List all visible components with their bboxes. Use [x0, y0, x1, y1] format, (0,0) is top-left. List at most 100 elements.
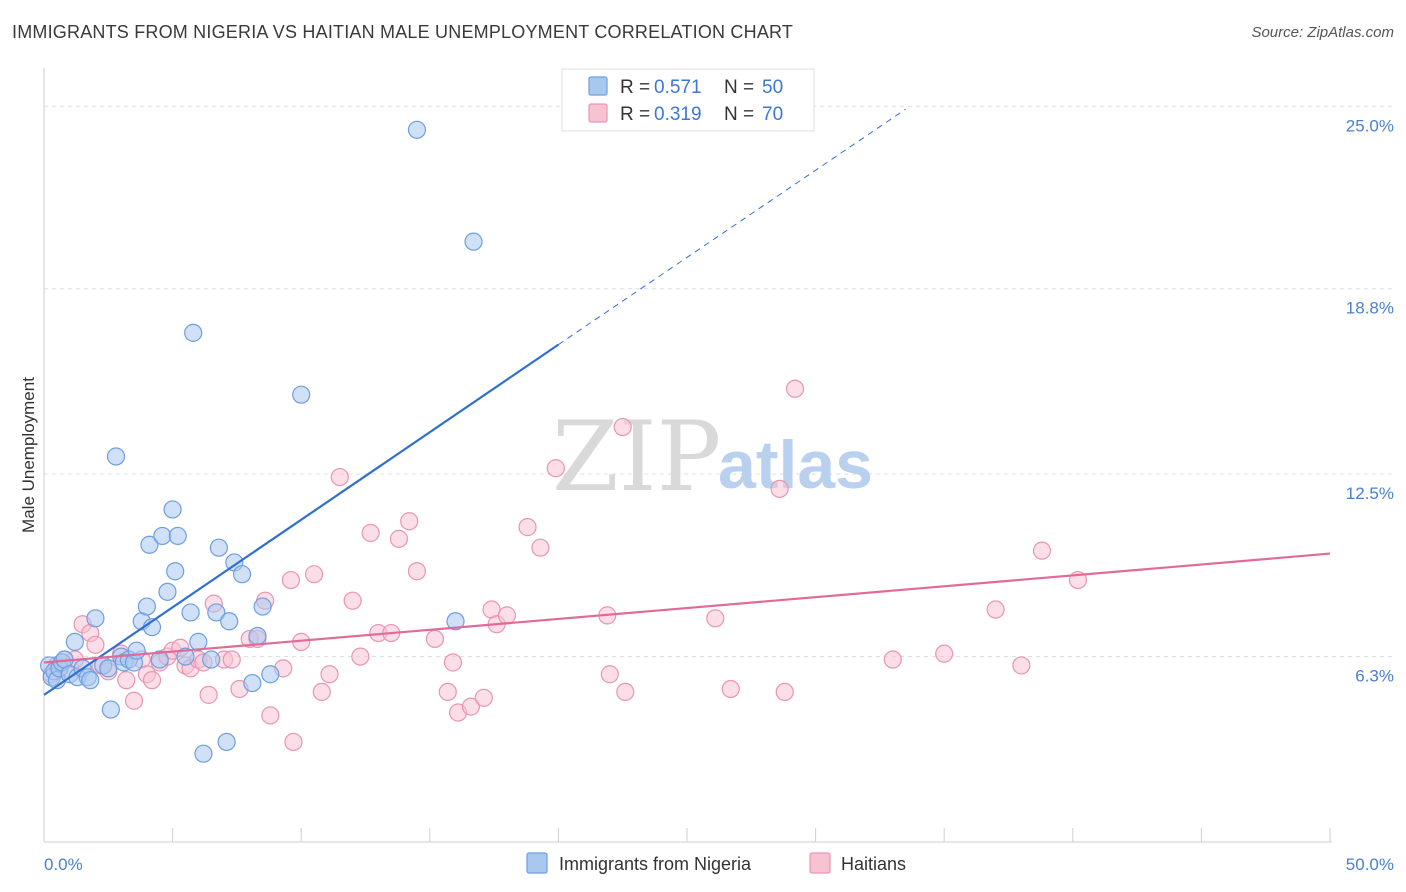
haitian-point-71 — [935, 644, 954, 663]
haitian-point-64 — [616, 682, 635, 702]
trend-lines — [43, 108, 1331, 696]
haitian-point-37 — [304, 565, 324, 584]
series-legend-label-haitians: Haitians — [841, 854, 906, 874]
nigeria-point-49 — [292, 385, 311, 404]
haitian-point-46 — [389, 529, 409, 548]
haitian-point-54 — [474, 688, 493, 707]
nigeria-point-32 — [168, 526, 187, 546]
haitian-point-49 — [425, 629, 445, 649]
haitian-point-15 — [142, 671, 162, 690]
haitian-point-62 — [613, 417, 632, 437]
legend-r-label-1: R = — [620, 77, 650, 98]
legend-r-value-1: 0.571 — [654, 77, 702, 98]
y-tick-label-3: 25.0% — [1346, 116, 1394, 135]
legend-r-label-2: R = — [620, 104, 650, 125]
haitian-point-42 — [351, 647, 370, 666]
haitian-point-38 — [312, 682, 331, 702]
nigeria-point-28 — [153, 526, 172, 546]
source-label: Source: ZipAtlas.com — [1251, 24, 1394, 41]
x-tick-marks — [43, 828, 1331, 842]
haitian-point-58 — [518, 518, 537, 537]
haitian-point-67 — [770, 479, 789, 498]
nigeria-point-33 — [176, 647, 195, 666]
nigeria-point-41 — [217, 732, 236, 752]
nigeria-point-37 — [194, 744, 213, 763]
legend-n-label-1: N = — [724, 77, 754, 98]
haitian-point-32 — [261, 706, 280, 725]
haitian-point-53 — [461, 697, 481, 716]
haitian-point-12 — [124, 691, 144, 710]
y-tick-labels: 6.3% 12.5% 18.8% 25.0% — [1346, 116, 1394, 685]
haitian-point-43 — [361, 523, 380, 543]
haitian-point-57 — [497, 606, 517, 625]
haitian-point-66 — [721, 679, 740, 699]
watermark-zip: ZIP — [552, 401, 721, 513]
trendline-haitians — [43, 552, 1331, 664]
haitian-point-7 — [86, 635, 105, 654]
nigeria-point-46 — [248, 626, 267, 646]
legend-n-label-2: N = — [724, 104, 754, 125]
nigeria-point-44 — [232, 565, 252, 584]
series-legend-swatch-nigeria — [526, 852, 548, 874]
series-legend-swatch-haitians — [809, 852, 831, 874]
chart-title: IMMIGRANTS FROM NIGERIA VS HAITIAN MALE … — [12, 22, 794, 42]
y-tick-label-1: 12.5% — [1346, 484, 1394, 503]
nigeria-point-38 — [202, 650, 221, 669]
nigeria-point-35 — [184, 323, 203, 342]
haitian-point-48 — [407, 562, 427, 581]
nigeria-point-22 — [127, 641, 146, 660]
nigeria-point-16 — [101, 700, 120, 719]
nigeria-point-52 — [464, 232, 483, 251]
haitian-point-51 — [443, 653, 463, 672]
trendline-nigeria-extension — [558, 108, 906, 346]
watermark-atlas: atlas — [718, 427, 873, 503]
nigeria-point-40 — [209, 538, 228, 557]
y-tick-label-2: 18.8% — [1346, 299, 1394, 318]
haitian-point-59 — [531, 538, 550, 557]
nigeria-point-30 — [163, 500, 182, 519]
haitian-point-24 — [199, 685, 218, 704]
haitian-point-74 — [1032, 541, 1052, 560]
haitian-point-27 — [222, 650, 241, 669]
legend-swatch-pink — [588, 103, 608, 123]
nigeria-point-12 — [81, 671, 100, 690]
nigeria-point-47 — [253, 597, 272, 616]
nigeria-point-8 — [65, 632, 84, 651]
haitian-point-68 — [775, 682, 794, 702]
haitian-point-11 — [117, 671, 136, 690]
nigeria-point-25 — [140, 535, 159, 554]
nigeria-point-34 — [181, 603, 200, 622]
nigeria-point-39 — [207, 603, 226, 622]
haitian-point-34 — [281, 570, 301, 590]
legend-r-value-2: 0.319 — [654, 104, 702, 125]
legend-n-value-2: 70 — [762, 104, 783, 125]
nigeria-point-45 — [243, 673, 262, 693]
haitian-point-63 — [600, 665, 619, 684]
y-axis-label: Male Unemployment — [19, 377, 38, 533]
nigeria-point-17 — [106, 447, 126, 466]
haitian-point-73 — [1012, 656, 1031, 675]
nigeria-point-24 — [137, 597, 156, 616]
stats-legend: R = 0.571 N = 50 R = 0.319 N = 70 — [561, 68, 815, 132]
nigeria-point-29 — [158, 582, 177, 601]
haitian-point-69 — [785, 379, 805, 398]
nigeria-point-48 — [261, 665, 280, 684]
haitian-point-72 — [986, 600, 1005, 619]
haitian-point-39 — [320, 665, 339, 684]
haitian-point-60 — [546, 459, 565, 478]
haitian-point-65 — [706, 609, 725, 628]
series-legend-label-nigeria: Immigrants from Nigeria — [559, 854, 752, 874]
haitian-point-41 — [343, 591, 362, 610]
haitian-point-47 — [400, 512, 419, 531]
x-tick-label-min: 0.0% — [44, 855, 83, 874]
trendline-nigeria — [43, 343, 560, 696]
nigeria-point-13 — [86, 609, 105, 628]
haitian-point-40 — [330, 467, 349, 487]
nigeria-point-31 — [166, 562, 185, 581]
haitian-point-35 — [284, 732, 303, 752]
legend-swatch-blue — [588, 76, 608, 96]
haitian-point-70 — [883, 650, 902, 669]
nigeria-point-50 — [407, 120, 427, 139]
y-tick-label-0: 6.3% — [1355, 667, 1394, 686]
